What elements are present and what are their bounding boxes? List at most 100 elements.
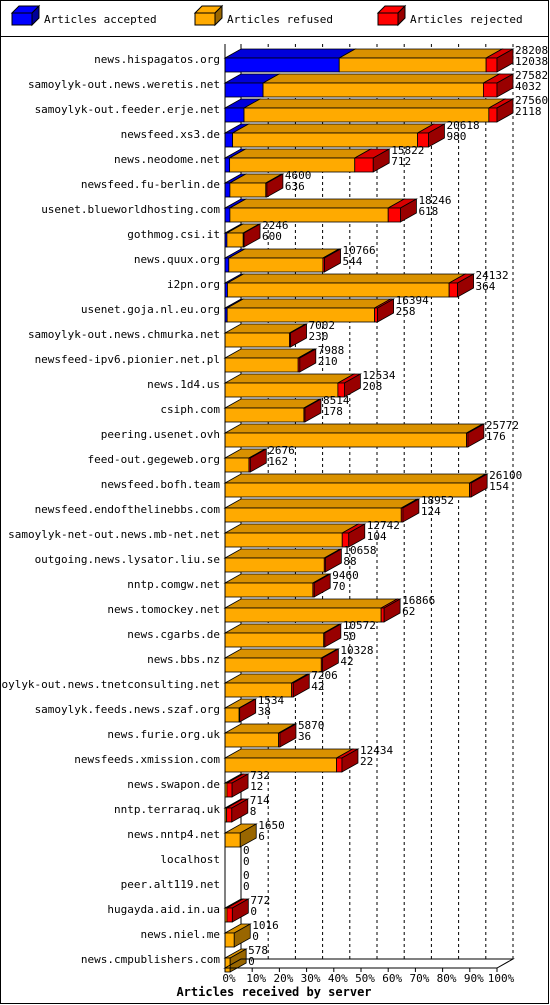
bar-rejected: [226, 807, 233, 823]
rejected-value-label: 8: [250, 805, 257, 818]
server-label: samoylyk-out.feeder.erje.net: [35, 103, 220, 116]
server-label: gothmog.csi.it: [127, 228, 220, 241]
x-axis: 0% 10% 20% 30% 40% 50% 60% 70% 80% 90% 100%: [222, 44, 515, 985]
bar-refused: [224, 832, 241, 848]
server-label: news.furie.org.uk: [107, 728, 220, 741]
bar-row: [223, 373, 362, 398]
bar-row: [223, 123, 446, 148]
rejected-value-label: 636: [285, 180, 305, 193]
bar-row: [223, 673, 311, 698]
total-value-label: 7002: [309, 319, 336, 332]
server-label: newsfeed.bofh.team: [101, 478, 221, 491]
bar-rejected: [226, 782, 233, 798]
server-label: news.niel.me: [141, 928, 220, 941]
bar-accepted: [224, 157, 231, 173]
bar-rejected: [374, 307, 378, 323]
bar-side: [231, 773, 249, 798]
bar-refused: [224, 332, 290, 348]
bar-rejected: [387, 207, 401, 223]
total-value-label: 0: [243, 844, 250, 857]
server-label: news.tomockey.net: [107, 603, 220, 616]
bar-refused: [229, 207, 389, 223]
bar-refused: [226, 307, 375, 323]
total-value-label: 4600: [285, 169, 312, 182]
server-label: usenet.blueworldhosting.com: [41, 203, 220, 216]
bar-refused: [232, 132, 418, 148]
bar-side: [313, 573, 331, 598]
server-label: samoylyk-out.news.weretis.net: [28, 78, 220, 91]
rejected-value-label: 176: [486, 430, 506, 443]
bar-top: [228, 198, 406, 209]
bar-top: [227, 248, 341, 259]
server-label: news.1d4.us: [147, 378, 220, 391]
bar-side: [496, 98, 514, 123]
rejected-value-label: 22: [360, 755, 373, 768]
x-tick-label: 50%: [355, 972, 375, 985]
bar-side: [233, 923, 251, 948]
bar-top: [223, 523, 360, 534]
rejected-value-label: 0: [252, 930, 259, 943]
server-label: newsfeeds.xmission.com: [74, 753, 220, 766]
rejected-value-label: 0: [248, 955, 255, 968]
bar-refused: [224, 532, 343, 548]
blue-box-icon: [11, 12, 33, 26]
rejected-value-label: 162: [268, 455, 288, 468]
bar-rejected: [336, 757, 343, 773]
rejected-value-label: 618: [418, 205, 438, 218]
server-label: nntp.comgw.net: [127, 578, 220, 591]
rejected-value-label: 4032: [515, 80, 542, 93]
rejected-value-label: 0: [243, 855, 250, 868]
rejected-value-label: 2118: [515, 105, 542, 118]
bar-top: [261, 73, 501, 84]
bar-row: [223, 348, 318, 373]
server-label: newsfeed.xs3.de: [121, 128, 220, 141]
bar-row: [223, 748, 360, 773]
total-value-label: 2676: [268, 444, 295, 457]
bar-refused: [262, 82, 484, 98]
bar-row: [223, 548, 343, 573]
bar-refused: [224, 732, 279, 748]
server-label: news.quux.org: [134, 253, 220, 266]
rejected-value-label: 12: [250, 780, 263, 793]
bar-side: [372, 148, 390, 173]
bar-refused: [226, 232, 244, 248]
bar-rejected: [485, 57, 498, 73]
total-value-label: 0: [243, 869, 250, 882]
total-value-label: 16866: [402, 594, 435, 607]
bar-side: [496, 73, 514, 98]
bar-accepted: [224, 182, 231, 198]
bar-top: [223, 623, 342, 634]
rejected-value-label: 42: [340, 655, 353, 668]
x-tick-label: 80%: [437, 972, 457, 985]
server-label: news.neodome.net: [114, 153, 220, 166]
bar-side: [344, 373, 361, 398]
x-tick-label: 40%: [328, 972, 348, 985]
bar-row: [223, 248, 343, 273]
bar-row: [223, 198, 418, 223]
bar-row: [223, 523, 367, 548]
total-value-label: 1016: [252, 919, 278, 932]
bar-side: [383, 598, 401, 623]
rejected-value-label: 0: [250, 905, 257, 918]
bar-rejected: [488, 107, 498, 123]
bar-side: [470, 473, 488, 498]
total-value-label: 714: [250, 794, 270, 807]
rejected-value-label: 0: [243, 880, 250, 893]
bar-refused: [224, 457, 250, 473]
total-value-label: 12434: [360, 744, 393, 757]
bar-side: [377, 298, 394, 323]
bar-accepted: [224, 107, 245, 123]
bar-row: [223, 598, 402, 623]
rejected-value-label: 600: [262, 230, 282, 243]
bar-top: [223, 598, 399, 609]
server-label: news.cmpublishers.com: [81, 953, 220, 966]
legend-label: Articles accepted: [44, 13, 157, 26]
bar-top: [225, 273, 467, 284]
bar-side: [239, 823, 257, 848]
total-value-label: 7206: [311, 669, 338, 682]
rejected-value-label: 210: [318, 355, 338, 368]
bar-side: [299, 348, 317, 373]
total-value-label: 28208: [515, 44, 548, 57]
server-label: peer.alt119.net: [121, 878, 220, 891]
bar-top: [228, 148, 373, 159]
